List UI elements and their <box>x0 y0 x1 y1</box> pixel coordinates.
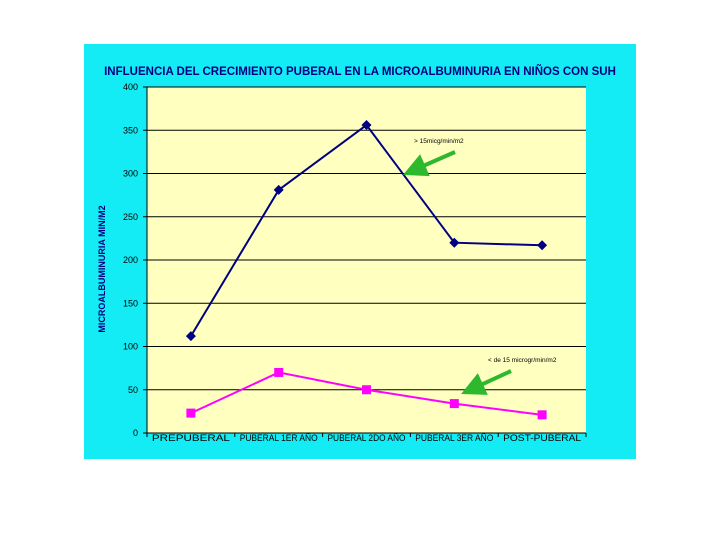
data-point <box>361 120 372 131</box>
data-point <box>537 410 547 420</box>
data-point <box>537 240 548 251</box>
line-chart: 0 50 100 150 200 250 300 350 400 PREPUBERAL PUBERA… <box>97 82 587 443</box>
annotation-text: < de 15 microgr/min/m2 <box>488 357 557 364</box>
data-point <box>186 408 196 418</box>
data-point <box>185 331 196 342</box>
y-tick-label: 150 <box>123 298 138 308</box>
x-tick-label: PUBERAL 3ER AÑO <box>415 433 493 443</box>
annotation-text: > 15micg/min/m2 <box>414 138 464 145</box>
chart-title: INFLUENCIA DEL CRECIMIENTO PUBERAL EN LA… <box>104 66 616 78</box>
x-tick-label: PUBERAL 2DO AÑO <box>328 433 406 443</box>
y-tick-label: 250 <box>123 212 138 222</box>
x-tick-label: PREPUBERAL <box>152 433 230 443</box>
y-tick-label: 400 <box>123 82 138 92</box>
x-tick-label: PUBERAL 1ER AÑO <box>240 433 318 443</box>
y-axis-label: MICROALBUMINURIA MIN/M2 <box>97 205 107 332</box>
series-1 <box>185 120 548 342</box>
data-point <box>274 367 284 377</box>
annotation-arrow <box>461 369 512 395</box>
data-point <box>449 399 459 409</box>
y-tick-label: 100 <box>123 342 138 352</box>
series-group <box>185 120 548 420</box>
x-tick-label: POST-PUBERAL <box>503 433 581 443</box>
axes <box>143 86 587 437</box>
tick-labels: 0 50 100 150 200 250 300 350 400 PREPUBERAL PUBERA… <box>123 82 581 443</box>
data-point <box>362 385 371 395</box>
y-tick-label: 0 <box>133 428 138 438</box>
y-tick-label: 300 <box>123 169 138 179</box>
annotation-arrow <box>403 150 456 177</box>
data-point <box>273 184 284 195</box>
data-point <box>449 237 460 248</box>
series-2 <box>186 367 547 420</box>
annotations: > 15micg/min/m2 < de 15 microgr/min/m2 <box>403 138 557 395</box>
y-tick-label: 50 <box>128 385 138 395</box>
chart-panel: INFLUENCIA DEL CRECIMIENTO PUBERAL EN LA… <box>84 44 636 459</box>
y-tick-label: 200 <box>123 255 138 265</box>
y-tick-label: 350 <box>123 125 138 135</box>
